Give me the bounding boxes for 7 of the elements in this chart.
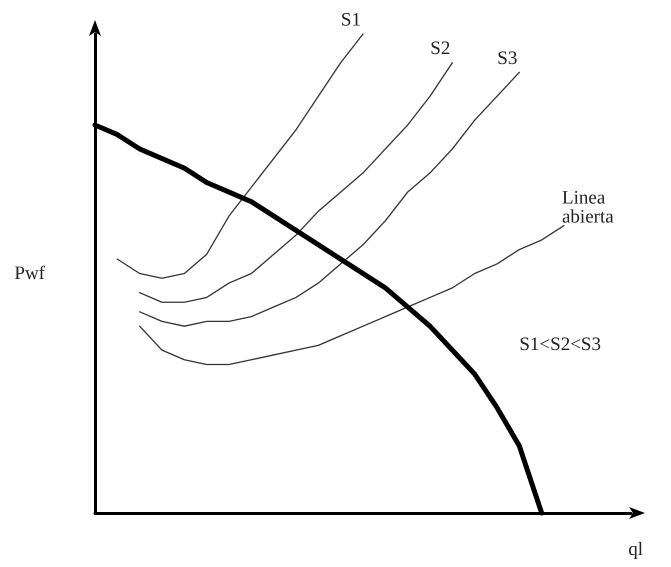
series-label: S1 [340, 10, 361, 30]
series-label: S2 [430, 38, 450, 60]
series-label: S3 [497, 48, 518, 69]
x-axis-title: ql [628, 539, 643, 560]
y-axis-title: Pwf [14, 263, 46, 284]
series-label: Linea abierta [562, 188, 614, 228]
annotation: S1<S2<S3 [519, 334, 602, 355]
